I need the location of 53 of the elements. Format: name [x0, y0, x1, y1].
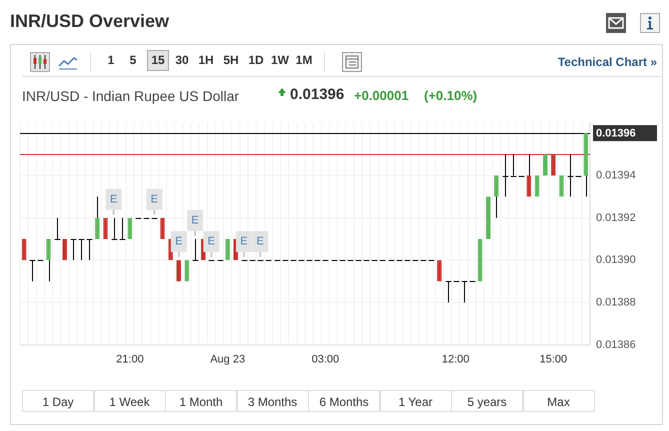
text: 1M	[294, 52, 314, 69]
annotation: E	[175, 236, 182, 248]
candlestick	[567, 154, 574, 198]
text: 1 5	[106, 52, 138, 69]
text: 30	[174, 52, 190, 69]
y-tick-label: 0.01390	[596, 254, 636, 266]
candlestick	[192, 238, 199, 261]
y-tick-label: 0.01394	[596, 170, 636, 182]
annotation: E	[256, 236, 264, 248]
text: 1 Day	[22, 390, 94, 412]
candlestick	[70, 238, 77, 261]
text: +0.00001	[354, 88, 409, 103]
x-tick-label: Aug 23	[210, 353, 246, 366]
annotation: E	[240, 236, 248, 248]
text: Max	[522, 390, 594, 412]
candlestick	[445, 280, 452, 303]
candlestick	[502, 154, 509, 198]
text: 1 Year	[380, 390, 452, 412]
candlestick	[54, 217, 61, 240]
text: 5H	[222, 52, 240, 69]
chart-title: INR/USD Overview	[10, 11, 170, 32]
candlestick	[29, 260, 36, 282]
text: 1H	[197, 52, 215, 69]
x-tick-label: 15:00	[540, 353, 568, 366]
annotation: E	[191, 214, 199, 227]
candlestick	[461, 280, 468, 303]
text: 1 Week	[94, 390, 166, 412]
y-tick-label: 0.01386	[596, 338, 636, 351]
y-tick-label: 0.01388	[596, 296, 636, 309]
x-tick-label: 03:00	[312, 353, 340, 366]
annotation: E	[150, 193, 158, 206]
x-tick-label: 12:00	[442, 353, 470, 366]
candlestick	[111, 217, 118, 240]
candlestick	[510, 154, 517, 177]
ref-line-label: 0.01396	[596, 128, 636, 140]
text: 3 Months	[236, 390, 308, 412]
x-tick-label: 21:00	[116, 353, 144, 366]
text: 1W	[270, 52, 290, 69]
text: 0.01396	[290, 86, 344, 103]
text: Technical Chart »	[558, 55, 657, 69]
candlestick	[119, 217, 126, 240]
text: (+0.10%)	[424, 88, 478, 103]
chart-subtitle: INR/USD - Indian Rupee US Dollar	[22, 88, 240, 104]
candlestick	[78, 238, 85, 261]
y-tick-label: 0.01392	[596, 212, 636, 224]
text: 1 Month	[165, 390, 237, 412]
text: 5 years	[451, 390, 523, 412]
text: 15	[148, 51, 168, 70]
annotation: E	[110, 193, 118, 206]
annotation: E	[208, 236, 216, 248]
candlestick	[86, 238, 93, 261]
text: 1D	[247, 52, 265, 69]
text: 6 Months	[308, 390, 380, 412]
